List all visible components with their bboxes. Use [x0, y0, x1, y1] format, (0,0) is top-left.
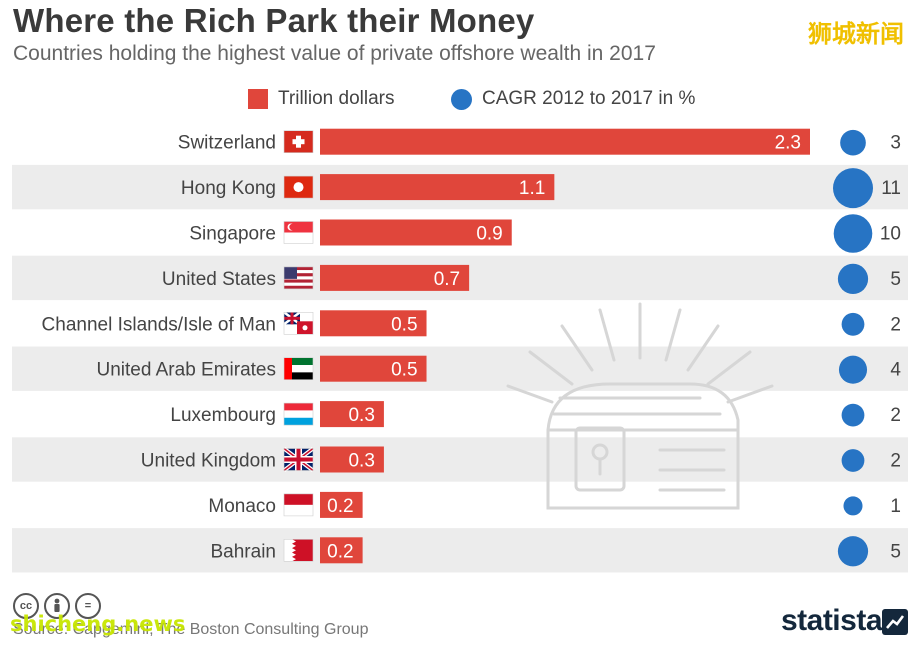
- value-bar: [320, 174, 555, 201]
- attribution-icon[interactable]: [44, 593, 70, 619]
- bar-value-label: 0.5: [391, 360, 417, 381]
- chart-title: Where the Rich Park their Money: [13, 2, 535, 39]
- value-bar: [320, 355, 427, 382]
- flag-icon: [282, 446, 315, 473]
- country-label: Hong Kong: [181, 178, 276, 199]
- cagr-dot: [841, 449, 865, 472]
- legend-label-dots: CAGR 2012 to 2017 in %: [482, 88, 696, 109]
- cagr-value-label: 2: [890, 405, 901, 426]
- cagr-value-label: 2: [890, 451, 901, 472]
- value-bar: [320, 446, 384, 473]
- cagr-value-label: 4: [890, 360, 901, 381]
- flag-icon: [283, 538, 314, 562]
- watermark-text: 狮城新闻: [808, 20, 904, 48]
- license-icons: cc =: [13, 593, 101, 619]
- chart-row: United States 0.7 5: [12, 255, 908, 301]
- country-label: Monaco: [208, 496, 276, 517]
- source-note: Source: Capgemini, The Boston Consulting…: [13, 621, 369, 638]
- chart-subtitle: Countries holding the highest value of p…: [13, 42, 656, 65]
- chart-row: Switzerland 2.3 3: [178, 128, 901, 156]
- bar-value-label: 0.3: [348, 451, 374, 472]
- legend-item-bars: Trillion dollars: [248, 88, 395, 110]
- statista-mark-icon: [882, 609, 908, 635]
- cagr-value-label: 2: [890, 314, 901, 335]
- country-label: United Arab Emirates: [96, 360, 276, 381]
- chart-row: United Kingdom 0.3 2: [12, 437, 908, 482]
- statista-logo[interactable]: statista: [780, 604, 883, 637]
- flag-icon: [283, 493, 314, 517]
- legend-label-bars: Trillion dollars: [278, 88, 395, 109]
- cagr-dot: [841, 312, 865, 336]
- flag-icon: [283, 311, 314, 335]
- value-bar: [320, 219, 512, 246]
- row-stripe: [12, 437, 908, 482]
- cagr-dot: [833, 168, 873, 209]
- value-bar: [320, 128, 810, 155]
- chart-row: United Arab Emirates 0.5 4: [12, 346, 908, 391]
- country-label: Singapore: [189, 224, 276, 245]
- row-stripe: [12, 528, 908, 573]
- bar-value-label: 0.3: [348, 405, 374, 426]
- creative-commons-icon[interactable]: cc: [13, 593, 39, 619]
- country-label: United Kingdom: [141, 451, 276, 472]
- site-watermark: shicheng.news: [10, 612, 186, 636]
- value-bar: [320, 310, 427, 337]
- cagr-value-label: 5: [890, 269, 901, 290]
- flag-icon: [283, 266, 314, 290]
- value-bar: [320, 491, 363, 518]
- row-stripe: [12, 346, 908, 391]
- legend-item-dots: CAGR 2012 to 2017 in %: [451, 88, 695, 110]
- cagr-dot: [837, 263, 869, 295]
- cagr-value-label: 3: [890, 133, 901, 154]
- country-label: Switzerland: [178, 133, 276, 154]
- chart-row: Channel Islands/Isle of Man 0.5 2: [42, 310, 901, 337]
- bar-value-label: 0.2: [327, 541, 353, 562]
- cagr-dot: [841, 403, 865, 427]
- bar-value-label: 0.7: [434, 269, 460, 290]
- flag-icon: [283, 221, 314, 244]
- chart-row: Luxembourg 0.3 2: [170, 401, 901, 428]
- cagr-dot: [838, 355, 868, 384]
- flag-icon: [283, 357, 314, 381]
- no-derivatives-icon[interactable]: =: [75, 593, 101, 619]
- country-label: Channel Islands/Isle of Man: [42, 314, 276, 335]
- value-bar: [320, 537, 363, 564]
- country-label: Luxembourg: [170, 405, 276, 426]
- treasure-chest-icon: [506, 302, 774, 510]
- chart-legend: Trillion dollars CAGR 2012 to 2017 in %: [0, 88, 916, 114]
- bar-value-label: 0.9: [476, 224, 502, 245]
- flag-icon: [283, 130, 314, 153]
- cagr-value-label: 10: [880, 224, 901, 245]
- cagr-value-label: 11: [881, 178, 901, 199]
- value-bar: [320, 401, 384, 428]
- chart-row: Bahrain 0.2 5: [12, 528, 908, 573]
- legend-dot-icon: [451, 88, 472, 110]
- cagr-dot: [833, 214, 873, 253]
- country-label: United States: [162, 269, 276, 290]
- chart-row: Hong Kong 1.1 11: [12, 164, 908, 210]
- chart-row: Singapore 0.9 10: [189, 214, 901, 253]
- cagr-dot: [840, 129, 866, 156]
- cagr-value-label: 5: [890, 541, 901, 562]
- flag-icon: [283, 175, 314, 199]
- cagr-dot: [843, 496, 863, 516]
- cagr-value-label: 1: [890, 496, 901, 517]
- bar-value-label: 1.1: [519, 178, 545, 199]
- bar-value-label: 0.5: [391, 314, 417, 335]
- bar-value-label: 2.3: [775, 133, 801, 154]
- flag-icon: [283, 402, 314, 426]
- cagr-dot: [837, 536, 869, 567]
- bar-value-label: 0.2: [327, 496, 353, 517]
- legend-swatch-icon: [248, 89, 268, 109]
- value-bar: [320, 264, 470, 291]
- country-label: Bahrain: [211, 541, 277, 562]
- chart-row: Monaco 0.2 1: [208, 491, 901, 518]
